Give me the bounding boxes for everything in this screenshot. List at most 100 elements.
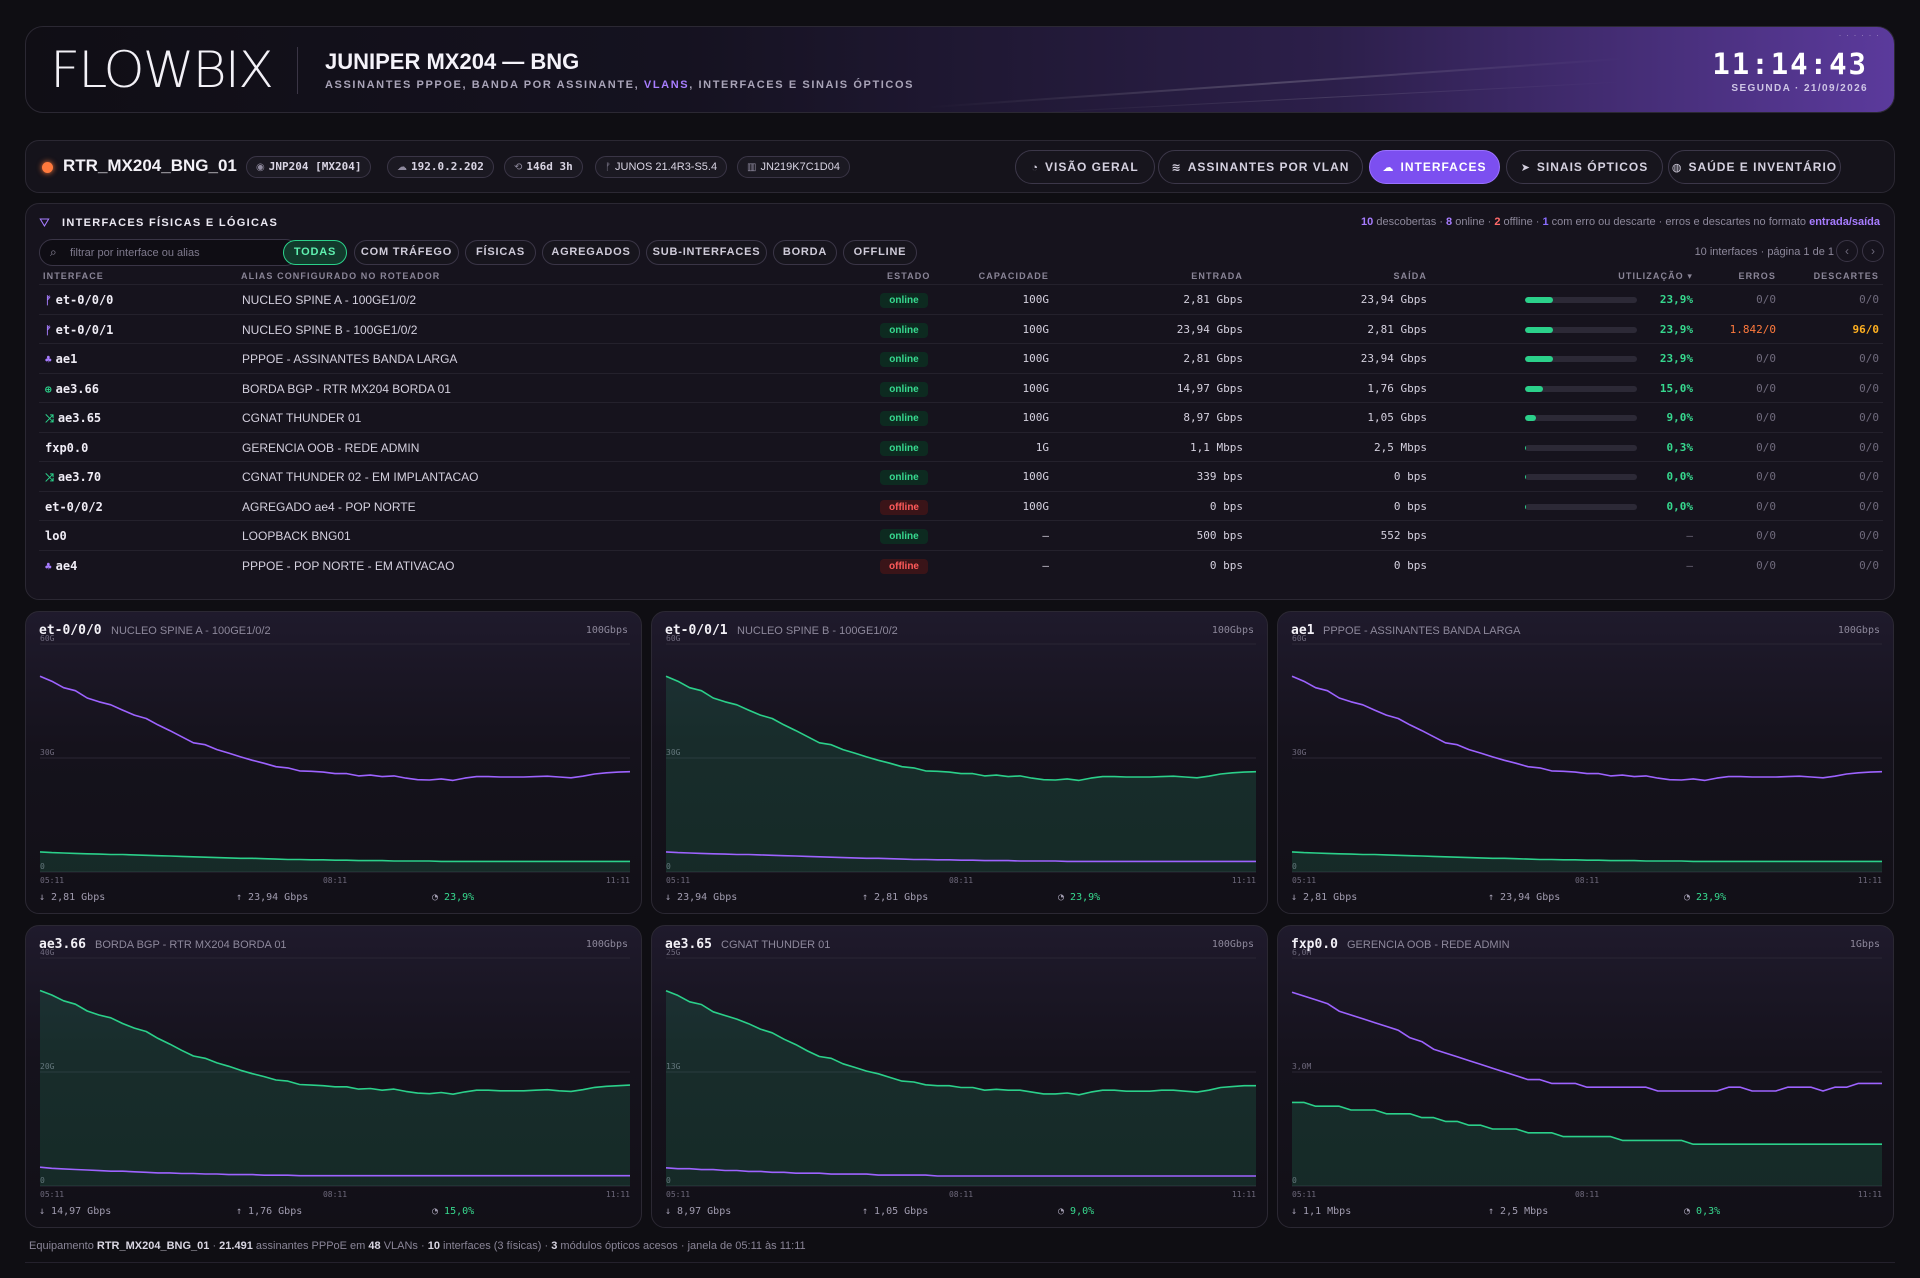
interface-capacity: 100G [1022, 293, 1050, 306]
footer-text: interfaces (3 físicas) · [439, 1240, 552, 1252]
col-header-interface[interactable]: INTERFACE [43, 271, 104, 281]
chart-footer-in: ↓ 2,81 Gbps [39, 892, 105, 903]
filter-com-tr-fego[interactable]: COM TRÁFEGO [354, 240, 459, 265]
series-line-out [665, 1167, 1256, 1177]
interface-search-input[interactable] [39, 239, 299, 266]
filter-offline[interactable]: OFFLINE [843, 240, 917, 265]
chart-alias: PPPOE - ASSINANTES BANDA LARGA [1323, 625, 1521, 637]
col-header-util[interactable]: UTILIZAÇÃO ▾ [1618, 271, 1693, 281]
tab-interfaces[interactable]: ☁ INTERFACES [1369, 150, 1500, 184]
table-row[interactable]: ♣ ae4 PPPOE - POP NORTE - EM ATIVACAO offli… [39, 549, 1883, 580]
table-row[interactable]: ᚠ et-0/0/1 NUCLEO SPINE B - 100GE1/0/2 onli… [39, 313, 1883, 344]
interface-alias: PPPOE - ASSINANTES BANDA LARGA [242, 352, 458, 366]
table-row[interactable]: fxp0.0 GERENCIA OOB - REDE ADMIN online 1G 1… [39, 431, 1883, 462]
y-tick-label: 25G [666, 948, 681, 957]
col-header-in[interactable]: ENTRADA [1191, 271, 1243, 281]
table-row[interactable]: et-0/0/2 AGREGADO ae4 - POP NORTE offline 1… [39, 490, 1883, 521]
interface-name[interactable]: ⊕ ae3.66 [45, 382, 99, 396]
interface-label: ae3.70 [57, 470, 102, 484]
utilization-value: 23,9% [1659, 352, 1693, 365]
utilization-bar [1525, 326, 1637, 333]
footer-out-value: 1,76 Gbps [248, 1206, 303, 1217]
tab-sinais-opticos[interactable]: ➤ SINAIS ÓPTICOS [1506, 150, 1663, 184]
chart-footer-in: ↓ 1,1 Mbps [1291, 1206, 1351, 1217]
device-chip: ᚠ JUNOS 21.4R3-S5.4 [595, 156, 728, 178]
barcode-icon: ▥ [747, 162, 757, 173]
x-tick-label: 08:11 [1575, 876, 1599, 885]
device-status-dot [42, 162, 53, 173]
next-page-button[interactable]: › [1862, 240, 1884, 262]
y-tick-label: 30G [40, 748, 55, 757]
filter-agregados[interactable]: AGREGADOS [542, 240, 640, 265]
footer-text: · [209, 1240, 220, 1252]
interface-name[interactable]: lo0 [45, 529, 67, 543]
chart-alias: BORDA BGP - RTR MX204 BORDA 01 [95, 939, 287, 951]
table-row[interactable]: ᚠ et-0/0/0 NUCLEO SPINE A - 100GE1/0/2 onli… [39, 284, 1883, 314]
traffic-chart-card[interactable]: 25G 13G 0 05:11 08:11 11:11 ae3.65 CGNAT THUNDE… [651, 925, 1268, 1228]
series-line-out [1291, 675, 1883, 782]
prev-page-button[interactable]: ‹ [1836, 240, 1858, 262]
brand-logo[interactable]: FLOWBIX [50, 41, 274, 99]
tab-saude-inventario[interactable]: ◍ SAÚDE E INVENTÁRIO [1668, 150, 1841, 184]
col-header-state[interactable]: ESTADO [887, 271, 931, 281]
col-header-alias[interactable]: ALIAS CONFIGURADO NO ROTEADOR [241, 271, 441, 281]
footer-out-value: 23,94 Gbps [248, 892, 309, 903]
filter-f-sicas[interactable]: FÍSICAS [465, 240, 536, 265]
traffic-chart: 60G 30G 0 05:11 08:11 11:11 [39, 634, 630, 885]
tab-visao-geral[interactable]: ◔ VISÃO GERAL [1015, 150, 1155, 184]
divider [25, 1262, 1895, 1263]
interface-name[interactable]: et-0/0/2 [45, 500, 103, 514]
users-icon: ♣ [45, 353, 52, 366]
col-header-errors[interactable]: ERROS [1738, 271, 1776, 281]
traffic-chart-card[interactable]: 6,0M 3,0M 0 05:11 08:11 11:11 fxp0.0 GERENCIA O… [1277, 925, 1894, 1228]
interface-name[interactable]: ♣ ae4 [45, 559, 77, 573]
chart-footer-in: ↓ 14,97 Gbps [39, 1206, 111, 1217]
chart-capacity: 100Gbps [585, 939, 628, 950]
interface-label: ae4 [55, 558, 78, 573]
x-tick-label: 11:11 [1232, 1190, 1256, 1199]
arrow-up-icon: ↑ [1488, 1206, 1501, 1217]
interface-capacity: 100G [1022, 352, 1050, 365]
drops-value: 0/0 [1859, 293, 1879, 306]
traffic-chart-card[interactable]: 60G 30G 0 05:11 08:11 11:11 ae1 PPPOE - ASSINAN… [1277, 611, 1894, 914]
panel-title: INTERFACES FÍSICAS E LÓGICAS [62, 217, 279, 229]
filter-todas[interactable]: TODAS [283, 240, 347, 265]
interface-alias: CGNAT THUNDER 01 [242, 411, 362, 425]
interface-name[interactable]: ⤨ ae3.70 [45, 470, 101, 485]
traffic-out: 1,76 Gbps [1367, 381, 1427, 395]
x-tick-label: 08:11 [323, 876, 347, 885]
x-tick-label: 11:11 [1232, 876, 1256, 885]
table-row[interactable]: ⊕ ae3.66 BORDA BGP - RTR MX204 BORDA 01 onl… [39, 372, 1883, 403]
col-header-capacity[interactable]: CAPACIDADE [978, 271, 1049, 281]
chart-footer-util: ◔ 9,0% [1058, 1206, 1094, 1217]
traffic-chart-card[interactable]: 40G 20G 0 05:11 08:11 11:11 ae3.66 BORDA BGP - … [25, 925, 642, 1228]
interface-name[interactable]: ♣ ae1 [45, 352, 77, 366]
tab-assinantes-por-vlan[interactable]: ≋ ASSINANTES POR VLAN [1158, 150, 1363, 184]
chart-alias: CGNAT THUNDER 01 [721, 939, 831, 951]
interface-name[interactable]: ⤨ ae3.65 [45, 411, 101, 426]
traffic-in: 2,81 Gbps [1183, 293, 1243, 306]
errors-value: 0/0 [1756, 529, 1776, 542]
chart-footer-util: ◔ 23,9% [1058, 892, 1100, 903]
device-name: RTR_MX204_BNG_01 [63, 156, 237, 175]
interface-name[interactable]: fxp0.0 [45, 441, 88, 455]
filter-borda[interactable]: BORDA [773, 240, 837, 265]
database-icon: ◍ [1671, 162, 1683, 174]
table-row[interactable]: lo0 LOOPBACK BNG01 online — 500 bps 552 bps — 0… [39, 520, 1883, 550]
col-header-drops[interactable]: DESCARTES [1813, 271, 1879, 281]
filter-sub-interfaces[interactable]: SUB-INTERFACES [646, 240, 767, 265]
interface-label: et-0/0/0 [55, 293, 114, 307]
col-header-out[interactable]: SAÍDA [1393, 271, 1427, 281]
traffic-chart-card[interactable]: 60G 30G 0 05:11 08:11 11:11 et-0/0/1 NUCLEO SPI… [651, 611, 1268, 914]
chart-footer-out: ↑ 1,76 Gbps [236, 1206, 302, 1217]
interface-alias: PPPOE - POP NORTE - EM ATIVACAO [242, 558, 455, 573]
table-row[interactable]: ⤨ ae3.65 CGNAT THUNDER 01 online 100G 8,97 Gb… [39, 402, 1883, 432]
interface-name[interactable]: ᚠ et-0/0/1 [45, 323, 113, 337]
y-tick-label: 0 [1292, 1176, 1297, 1185]
traffic-chart-card[interactable]: 60G 30G 0 05:11 08:11 11:11 et-0/0/0 NUCLEO SPI… [25, 611, 642, 914]
table-row[interactable]: ⤨ ae3.70 CGNAT THUNDER 02 - EM IMPLANTACAO… [39, 461, 1883, 491]
table-row[interactable]: ♣ ae1 PPPOE - ASSINANTES BANDA LARGA online… [39, 343, 1883, 373]
drops-value: 0/0 [1859, 470, 1879, 483]
chart-capacity: 100Gbps [1211, 939, 1254, 950]
interface-name[interactable]: ᚠ et-0/0/0 [45, 293, 113, 307]
